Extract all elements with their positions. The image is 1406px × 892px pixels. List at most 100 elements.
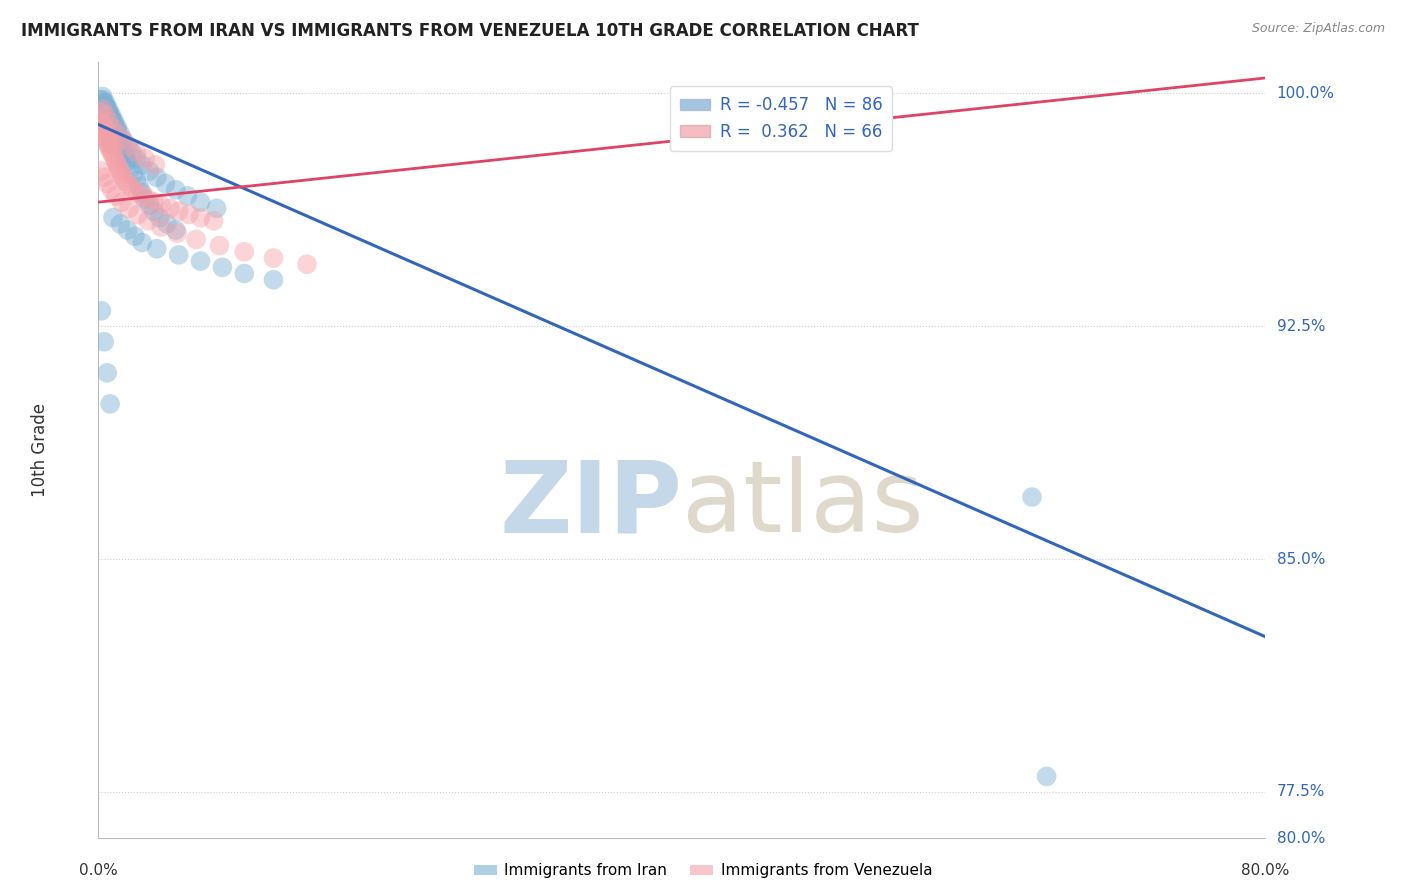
Point [101,139,124,153]
Point [208,238,231,252]
Legend: Immigrants from Iran, Immigrants from Venezuela: Immigrants from Iran, Immigrants from Ve… [468,857,938,884]
Point [93,105,115,120]
Legend: R = -0.457   N = 86, R =  0.362   N = 66: R = -0.457 N = 86, R = 0.362 N = 66 [669,87,893,151]
Point [114,173,136,187]
Point [91,112,114,126]
Point [190,211,212,225]
Point [97,102,120,116]
Point [105,158,128,172]
Point [94,108,117,122]
Point [90,124,112,138]
Point [120,179,142,194]
Point [91,89,114,103]
Text: 92.5%: 92.5% [1277,318,1324,334]
Point [159,202,181,216]
Point [103,127,125,141]
Point [112,133,135,147]
Point [97,124,120,138]
Point [104,120,127,135]
Point [142,204,165,219]
Point [131,186,153,200]
Point [93,120,115,135]
Point [134,192,156,206]
Point [211,260,233,275]
Point [202,213,225,227]
Point [190,195,212,210]
Point [97,114,120,128]
Point [262,273,284,287]
Point [111,139,134,153]
Point [117,177,139,191]
Point [156,217,179,231]
Point [91,127,114,141]
Point [94,99,117,113]
Point [165,183,187,197]
Point [186,232,208,246]
Point [112,170,135,185]
Point [90,164,112,178]
Point [93,95,115,110]
Point [110,217,132,231]
Point [105,124,128,138]
Point [96,102,118,116]
Point [94,118,117,132]
Point [93,170,115,185]
Point [138,164,160,178]
Point [98,136,121,150]
Point [98,397,121,411]
Point [96,366,118,380]
Point [138,198,160,212]
Point [94,95,117,110]
Point [125,152,148,166]
Point [233,244,256,259]
Text: IMMIGRANTS FROM IRAN VS IMMIGRANTS FROM VENEZUELA 10TH GRADE CORRELATION CHART: IMMIGRANTS FROM IRAN VS IMMIGRANTS FROM … [21,22,920,40]
Point [121,145,143,160]
Text: 10th Grade: 10th Grade [31,403,49,498]
Text: Source: ZipAtlas.com: Source: ZipAtlas.com [1251,22,1385,36]
Text: ZIP: ZIP [499,457,682,553]
Point [117,154,139,169]
Point [103,152,125,166]
Point [118,202,141,216]
Point [97,130,120,145]
Point [1035,769,1057,783]
Point [110,136,132,150]
Point [165,223,187,237]
Point [115,152,138,166]
Point [1021,490,1043,504]
Point [111,167,134,181]
Point [108,130,131,145]
Point [125,173,148,187]
Point [150,219,173,234]
Point [105,120,128,135]
Point [131,235,153,250]
Point [125,145,148,160]
Point [149,211,172,225]
Point [118,139,141,153]
Point [100,120,122,135]
Point [117,139,139,153]
Point [142,195,165,210]
Point [136,192,159,206]
Point [110,164,132,178]
Point [127,186,149,200]
Point [90,303,112,318]
Point [93,334,115,349]
Point [143,158,166,172]
Point [131,189,153,203]
Text: atlas: atlas [682,457,924,553]
Point [90,114,112,128]
Text: 80.0%: 80.0% [1241,863,1289,879]
Point [146,170,169,185]
Point [89,105,111,120]
Point [96,120,118,135]
Point [101,114,124,128]
Point [101,211,124,225]
Point [136,213,159,227]
Point [190,254,212,268]
Point [98,133,121,147]
Point [91,102,114,116]
Point [205,202,228,216]
Point [122,183,145,197]
Point [262,251,284,265]
